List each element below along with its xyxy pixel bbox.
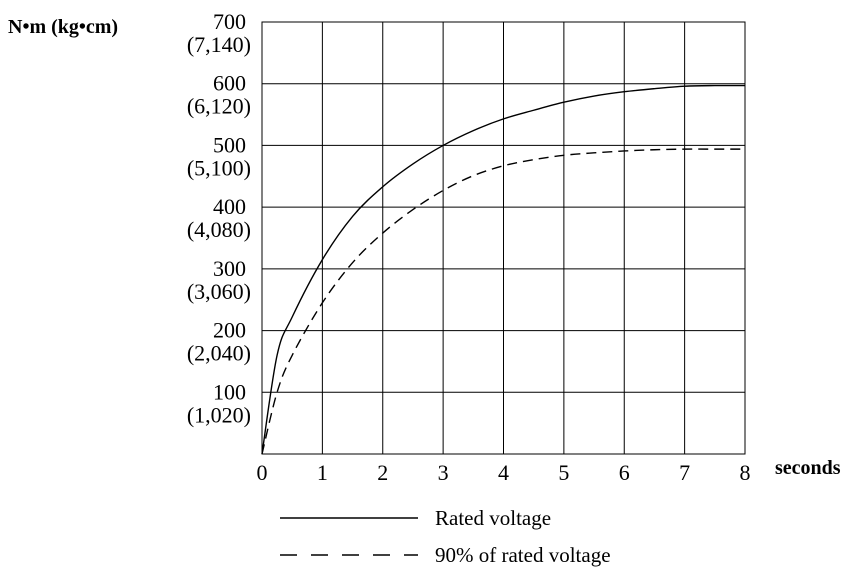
y-tick-sublabel-700: (7,140): [187, 32, 251, 57]
x-tick-label-2: 2: [377, 460, 388, 485]
x-tick-label-5: 5: [558, 460, 569, 485]
y-tick-sublabel-300: (3,060): [187, 279, 251, 304]
y-tick-sublabel-100: (1,020): [187, 402, 251, 427]
y-axis-label: N•m (kg•cm): [8, 16, 118, 38]
y-tick-label-100: 100: [213, 379, 246, 404]
x-tick-label-1: 1: [317, 460, 328, 485]
legend-label-rated-voltage: Rated voltage: [435, 506, 551, 530]
grid: [261, 21, 746, 454]
legend-label-90-percent-rated-voltage: 90% of rated voltage: [435, 543, 611, 567]
x-tick-label-6: 6: [619, 460, 630, 485]
y-tick-label-300: 300: [213, 256, 246, 281]
series-line-90-percent-rated-voltage: [261, 148, 745, 455]
x-tick-labels: 0 1 2 3 4 5 6 7 8: [257, 460, 751, 485]
y-tick-label-600: 600: [213, 71, 246, 96]
x-tick-label-0: 0: [257, 460, 268, 485]
y-tick-label-500: 500: [213, 132, 246, 157]
y-tick-labels: 100(1,020) 200(2,040) 300(3,060) 400(4,080)…: [187, 9, 251, 427]
x-tick-label-7: 7: [679, 460, 690, 485]
y-tick-label-400: 400: [213, 194, 246, 219]
x-axis-label: seconds: [775, 457, 841, 479]
y-tick-sublabel-400: (4,080): [187, 217, 251, 242]
y-tick-label-700: 700: [213, 9, 246, 34]
x-tick-label-4: 4: [498, 460, 509, 485]
series-layer: [261, 84, 746, 455]
series-line-rated-voltage: [261, 84, 746, 455]
x-tick-label-8: 8: [740, 460, 751, 485]
y-tick-sublabel-600: (6,120): [187, 94, 251, 119]
plot-frame: [261, 21, 746, 455]
legend: Rated voltage 90% of rated voltage: [280, 506, 611, 567]
x-tick-label-3: 3: [438, 460, 449, 485]
y-tick-label-200: 200: [213, 318, 246, 343]
y-tick-sublabel-200: (2,040): [187, 341, 251, 366]
y-tick-sublabel-500: (5,100): [187, 155, 251, 180]
